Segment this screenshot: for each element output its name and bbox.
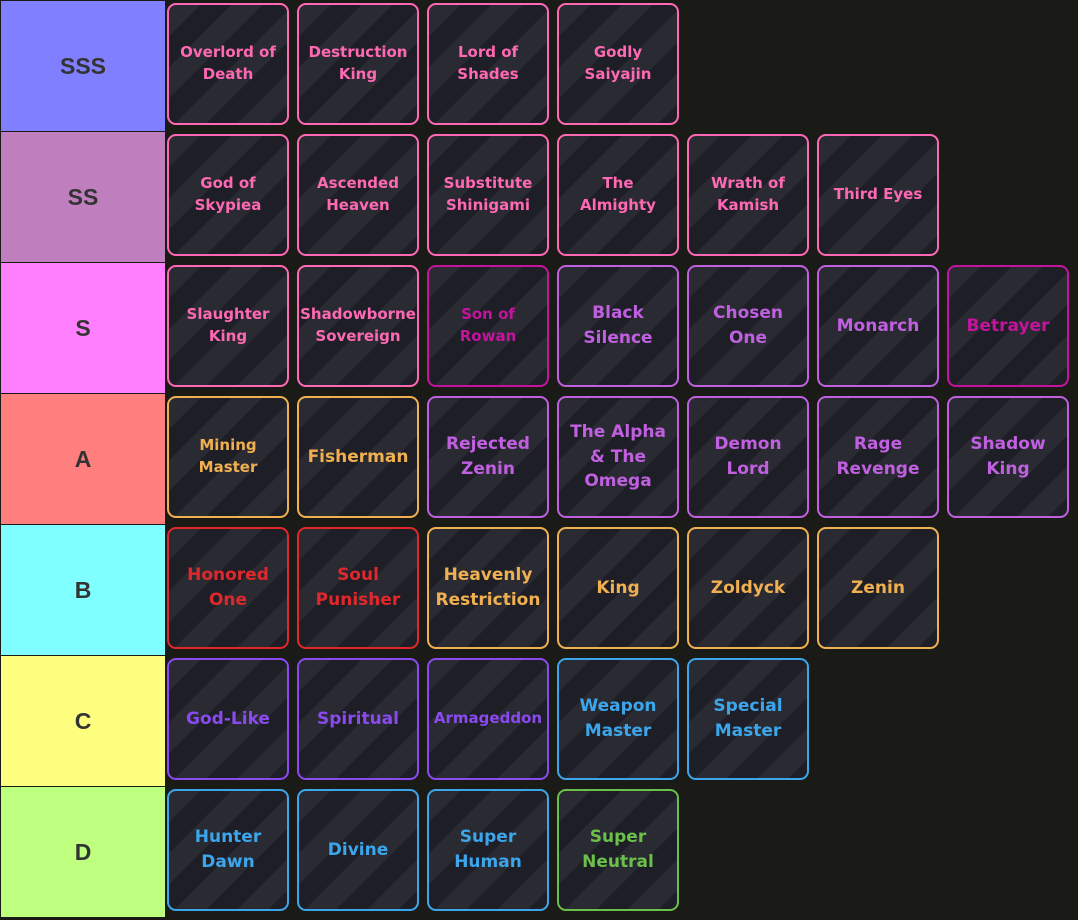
- tier-label[interactable]: B: [1, 525, 165, 655]
- tier-item-tile[interactable]: Fisherman: [297, 396, 419, 518]
- tier-item-tile[interactable]: Betrayer: [947, 265, 1069, 387]
- tier-item-tile[interactable]: Substitute Shinigami: [427, 134, 549, 256]
- tier-item-name: Third Eyes: [833, 185, 923, 204]
- tier-item-tile[interactable]: Mining Master: [167, 396, 289, 518]
- tier-item-tile[interactable]: Rejected Zenin: [427, 396, 549, 518]
- tier-row-s: S Slaughter King Shadowborne Sovereign Son …: [0, 262, 1078, 393]
- tier-item-name: Godly Saiyajin: [584, 43, 652, 83]
- tier-item-tile[interactable]: Wrath of Kamish: [687, 134, 809, 256]
- tier-item-name: Zenin: [851, 577, 905, 598]
- tier-item-name: Super Neutral: [582, 827, 654, 872]
- tier-item-name: Spiritual: [317, 708, 399, 729]
- tier-item-name: Wrath of Kamish: [711, 174, 785, 214]
- tier-item-tile[interactable]: Spiritual: [297, 658, 419, 780]
- tier-item-name: Lord of Shades: [457, 43, 519, 83]
- tier-item-tile[interactable]: Heavenly Restriction: [427, 527, 549, 649]
- tier-item-tile[interactable]: Hunter Dawn: [167, 789, 289, 911]
- tier-item-tile[interactable]: Shadowborne Sovereign: [297, 265, 419, 387]
- tier-item-name: God of Skypiea: [194, 174, 262, 214]
- tier-item-name: Rage Revenge: [836, 434, 920, 479]
- tier-item-name: Demon Lord: [714, 434, 782, 479]
- tier-item-tile[interactable]: Divine: [297, 789, 419, 911]
- tier-item-name: Heavenly Restriction: [435, 565, 541, 610]
- tier-item-tile[interactable]: Special Master: [687, 658, 809, 780]
- tier-item-name: God-Like: [186, 708, 270, 729]
- tier-item-name: Ascended Heaven: [317, 174, 399, 214]
- tier-item-name: Special Master: [713, 696, 783, 741]
- tier-item-tile[interactable]: Overlord of Death: [167, 3, 289, 125]
- tier-item-tile[interactable]: The Almighty: [557, 134, 679, 256]
- tier-item-tile[interactable]: Super Human: [427, 789, 549, 911]
- tier-item-tile[interactable]: Monarch: [817, 265, 939, 387]
- tier-item-tile[interactable]: Chosen One: [687, 265, 809, 387]
- tier-item-tile[interactable]: Zoldyck: [687, 527, 809, 649]
- tier-label[interactable]: C: [1, 656, 165, 786]
- tier-item-name: Fisherman: [307, 446, 409, 467]
- tier-item-tile[interactable]: Soul Punisher: [297, 527, 419, 649]
- tier-item-name: Chosen One: [712, 303, 783, 348]
- tier-item-tile[interactable]: The Alpha & The Omega: [557, 396, 679, 518]
- tier-item-tile[interactable]: Armageddon: [427, 658, 549, 780]
- tier-item-tile[interactable]: Demon Lord: [687, 396, 809, 518]
- tier-label[interactable]: A: [1, 394, 165, 524]
- tier-item-name: Slaughter King: [186, 305, 270, 345]
- tier-label[interactable]: S: [1, 263, 165, 393]
- tier-item-name: Overlord of Death: [180, 43, 276, 83]
- tier-label[interactable]: SSS: [1, 1, 165, 131]
- tier-item-name: Super Human: [454, 827, 522, 872]
- tier-row-c: C God-Like Spiritual Armageddon Weapon Maste…: [0, 655, 1078, 786]
- tier-item-tile[interactable]: Rage Revenge: [817, 396, 939, 518]
- tier-item-name: Shadow King: [970, 434, 1046, 479]
- tier-item-name: Mining Master: [198, 436, 258, 476]
- tier-item-name: The Alpha & The Omega: [570, 422, 666, 492]
- tier-item-name: Hunter Dawn: [194, 827, 262, 872]
- tier-item-tile[interactable]: Destruction King: [297, 3, 419, 125]
- tier-item-tile[interactable]: God of Skypiea: [167, 134, 289, 256]
- tier-item-tile[interactable]: Zenin: [817, 527, 939, 649]
- tier-item-tile[interactable]: Son of Rowan: [427, 265, 549, 387]
- tier-item-tile[interactable]: God-Like: [167, 658, 289, 780]
- tier-label[interactable]: SS: [1, 132, 165, 262]
- tier-item-name: Black Silence: [583, 303, 653, 348]
- tier-row-a: A Mining Master Fisherman Rejected Zenin The…: [0, 393, 1078, 524]
- tier-item-name: Weapon Master: [579, 696, 657, 741]
- tier-item-tile[interactable]: Shadow King: [947, 396, 1069, 518]
- tier-item-name: King: [596, 577, 640, 598]
- tier-row-d: D Hunter Dawn Divine Super Human Super Neutr…: [0, 786, 1078, 917]
- tier-item-tile[interactable]: King: [557, 527, 679, 649]
- tier-item-name: Divine: [327, 839, 389, 860]
- tier-item-name: Shadowborne Sovereign: [300, 305, 416, 345]
- tier-item-name: Soul Punisher: [315, 565, 401, 610]
- tier-item-tile[interactable]: Ascended Heaven: [297, 134, 419, 256]
- tier-item-name: Armageddon: [433, 709, 543, 728]
- tier-item-name: The Almighty: [580, 174, 656, 214]
- tier-row-ss: SS God of Skypiea Ascended Heaven Substitut…: [0, 131, 1078, 262]
- tier-item-name: Betrayer: [966, 315, 1050, 336]
- tier-item-name: Honored One: [187, 565, 269, 610]
- tier-item-tile[interactable]: Super Neutral: [557, 789, 679, 911]
- tier-item-tile[interactable]: Third Eyes: [817, 134, 939, 256]
- tier-item-name: Zoldyck: [710, 577, 786, 598]
- tier-item-tile[interactable]: Godly Saiyajin: [557, 3, 679, 125]
- tier-label[interactable]: D: [1, 787, 165, 917]
- tier-item-tile[interactable]: Honored One: [167, 527, 289, 649]
- tier-item-name: Destruction King: [308, 43, 408, 83]
- tier-row-b: B Honored One Soul Punisher Heavenly Restri…: [0, 524, 1078, 655]
- tier-item-name: Monarch: [836, 315, 920, 336]
- tier-item-tile[interactable]: Weapon Master: [557, 658, 679, 780]
- tier-item-tile[interactable]: Lord of Shades: [427, 3, 549, 125]
- tier-item-name: Rejected Zenin: [446, 434, 530, 479]
- tier-item-tile[interactable]: Black Silence: [557, 265, 679, 387]
- tier-item-name: Son of Rowan: [459, 305, 517, 345]
- tier-item-tile[interactable]: Slaughter King: [167, 265, 289, 387]
- tier-item-name: Substitute Shinigami: [443, 174, 533, 214]
- tier-row-sss: SSS Overlord of Death Destruction King Lord…: [0, 0, 1078, 131]
